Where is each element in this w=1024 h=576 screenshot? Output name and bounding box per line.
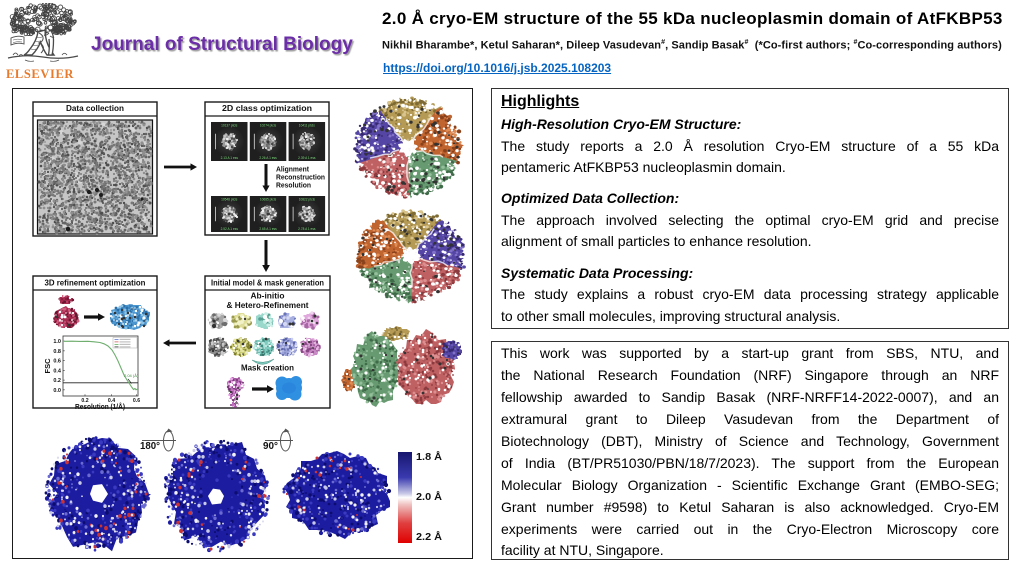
svg-text:2.26 A 1 ess: 2.26 A 1 ess [259,156,277,160]
svg-text:0.6: 0.6 [133,398,140,404]
svg-text:10137 ptcls: 10137 ptcls [221,124,238,128]
svg-text:0.0: 0.0 [53,388,61,394]
svg-text:0.2: 0.2 [53,378,61,384]
svg-text:2.13 A 1 ess: 2.13 A 1 ess [221,156,239,160]
svg-text:Resolution (1/Å): Resolution (1/Å) [75,402,125,411]
svg-text:Initial model & mask generatio: Initial model & mask generation [211,279,324,288]
svg-text:0.4: 0.4 [53,368,62,374]
svg-text:Alignment: Alignment [276,165,310,174]
svg-text:3D refinement optimization: 3D refinement optimization [45,279,146,288]
svg-text:10548 ptcls: 10548 ptcls [221,198,238,202]
svg-text:10822 ptcls: 10822 ptcls [299,198,316,202]
svg-text:0.8: 0.8 [53,349,61,355]
svg-text:2D class optimization: 2D class optimization [222,104,312,113]
svg-text:2.52 A 1 ess: 2.52 A 1 ess [221,227,239,231]
svg-text:2.65 A 1 ess: 2.65 A 1 ess [259,227,277,231]
svg-text:0.6: 0.6 [53,359,61,365]
svg-text:Mask creation: Mask creation [241,363,294,373]
svg-text:10274 ptcls: 10274 ptcls [260,124,277,128]
svg-text:Ab-initio: Ab-initio [251,292,285,301]
svg-text:2.04 (Å): 2.04 (Å) [124,373,139,378]
svg-text:1.0: 1.0 [53,339,61,345]
svg-text:Resolution: Resolution [276,181,311,190]
svg-text:FSC: FSC [43,358,52,374]
svg-text:Reconstruction: Reconstruction [276,173,325,182]
svg-text:Data collection: Data collection [66,104,124,113]
svg-text:& Hetero-Refinement: & Hetero-Refinement [227,301,309,310]
svg-text:2.78 A 1 ess: 2.78 A 1 ess [298,227,316,231]
svg-text:2.39 A 1 ess: 2.39 A 1 ess [298,156,316,160]
svg-text:10685 ptcls: 10685 ptcls [260,198,277,202]
svg-text:10411 ptcls: 10411 ptcls [299,124,315,128]
